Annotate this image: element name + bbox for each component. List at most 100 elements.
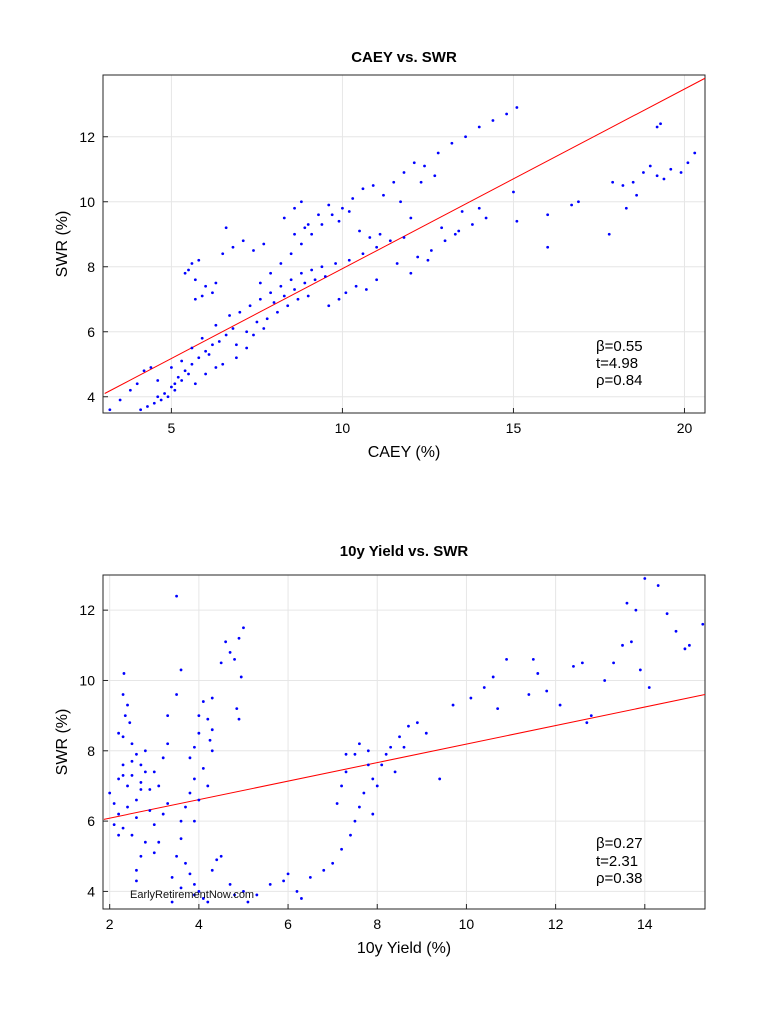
data-point [631,180,635,184]
data-point [327,304,331,308]
data-point [353,819,357,823]
data-point [208,738,212,742]
data-point [419,180,423,184]
data-point [237,636,241,640]
data-point [643,577,647,580]
data-point [170,875,174,879]
data-point [378,232,382,236]
data-point [655,174,659,178]
data-point [117,812,121,816]
x-tick-label: 20 [677,420,693,436]
data-point [536,672,540,675]
data-point [621,184,625,187]
x-tick-label: 5 [168,420,176,436]
data-point [242,626,245,630]
data-point [108,408,112,412]
data-point [335,802,339,805]
data-point [179,668,183,672]
data-point [286,872,290,876]
data-point [121,763,125,767]
data-point [121,774,125,777]
x-tick-label: 12 [548,916,564,932]
data-point [371,184,375,187]
data-point [310,232,314,236]
data-point [179,886,183,890]
data-point [282,216,286,220]
stat-annotation: ρ=0.38 [596,870,643,887]
y-tick-label: 10 [79,672,95,688]
data-point [170,366,173,369]
data-point [241,239,245,243]
data-point [228,650,232,654]
data-point [450,141,454,145]
data-point [693,151,697,155]
data-point [214,281,218,285]
data-point [674,629,678,633]
data-point [245,346,249,350]
data-point [638,668,642,672]
chart-caey-swr: 5 10 15 20 4 6 8 10 12 CAEY vs. SWR CAEY (%) SWR (%… [54,49,706,461]
data-point [289,252,293,256]
x-axis-label: 10y Yield (%) [357,940,451,957]
data-point [197,890,201,893]
data-point [166,714,170,718]
y-tick-label: 6 [87,324,95,340]
data-point [354,284,358,288]
data-point [491,675,495,679]
data-point [148,788,152,791]
regression-line [103,694,706,820]
data-point [351,197,355,200]
data-point [143,840,147,844]
data-point [451,703,455,707]
data-point [630,640,633,644]
data-point [173,382,177,386]
data-point [361,187,365,191]
y-tick-label: 4 [87,389,95,405]
stat-annotation: β=0.27 [596,835,643,852]
data-point [183,369,187,373]
data-point [204,284,208,288]
data-point [180,379,184,382]
data-point [197,798,201,802]
data-point [130,774,134,777]
data-point [648,164,652,168]
data-point [340,784,343,788]
data-point [289,278,293,282]
data-point [130,759,134,763]
data-point [361,252,365,256]
data-point [228,314,231,317]
data-point [206,900,210,904]
x-tick-label: 10 [335,420,351,436]
x-tick-label: 6 [284,916,292,932]
data-point [221,362,225,366]
data-point [193,893,196,897]
data-point [515,106,519,109]
chart-title: CAEY vs. SWR [351,49,457,66]
data-point [139,763,143,767]
data-point [424,731,428,735]
data-point [344,770,348,774]
data-point [265,317,269,321]
data-point [407,724,410,728]
plot-frame [102,574,706,910]
data-point [310,268,314,272]
x-tick-label: 4 [195,916,203,932]
data-point [190,362,194,366]
data-point [126,703,129,707]
data-point [139,781,143,784]
data-point [426,258,430,262]
data-point [665,612,669,616]
data-point [187,372,190,376]
stat-annotation: β=0.55 [596,338,643,355]
data-point [320,265,324,269]
data-point [157,840,161,844]
data-point [340,847,343,851]
data-point [375,784,379,788]
data-point [255,893,259,897]
data-point [200,294,204,298]
data-point [433,174,437,178]
data-point [163,392,166,395]
data-point [152,823,156,827]
data-point [112,823,116,827]
data-point [188,872,192,876]
